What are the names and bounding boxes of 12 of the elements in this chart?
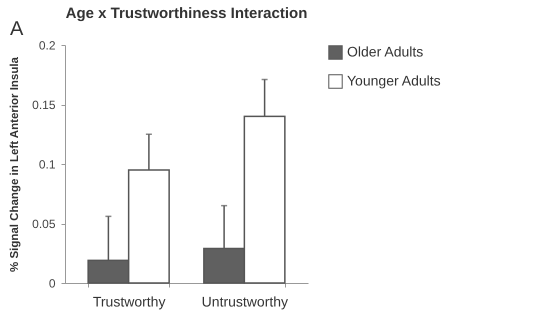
y-tick-label: 0.1 [38, 158, 56, 172]
x-tick-label: Untrustworthy [202, 294, 288, 310]
y-axis-title: % Signal Change in Left Anterior Insula [9, 56, 22, 272]
y-tick-label: 0.2 [38, 38, 56, 52]
y-tick-label: 0.15 [32, 98, 56, 112]
y-tick-label: 0.05 [32, 217, 56, 231]
legend-label: Younger Adults [347, 72, 441, 88]
legend-label: Older Adults [347, 44, 424, 60]
y-tick-label: 0 [48, 276, 56, 290]
x-tick-label: Trustworthy [92, 294, 166, 310]
chart-title: Age x Trustworthiness Interaction [66, 5, 308, 22]
text: A [10, 18, 24, 41]
